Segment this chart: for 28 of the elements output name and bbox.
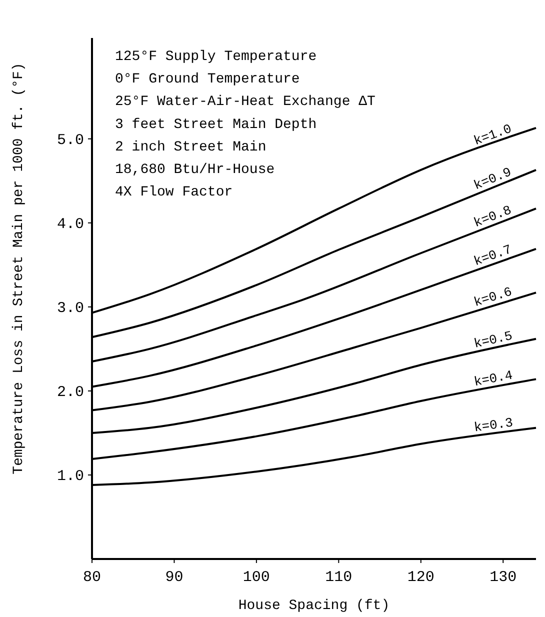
x-axis-title: House Spacing (ft) <box>238 598 390 614</box>
x-tick-label: 80 <box>82 569 102 586</box>
x-tick-label: 90 <box>165 569 184 586</box>
annotation: 2 inch Street Main <box>115 139 266 156</box>
x-tick-label: 110 <box>325 569 352 586</box>
annotation: 18,680 Btu/Hr-House <box>115 162 275 178</box>
annotation: 4X Flow Factor <box>115 184 233 201</box>
text: k=0.8 <box>472 202 514 231</box>
text: k=0.5 <box>472 328 514 352</box>
text: k=0.7 <box>472 242 514 270</box>
x-tick-label: 130 <box>490 569 517 586</box>
annotation: 125°F Supply Temperature <box>115 49 317 65</box>
y-tick-label: 3.0 <box>56 300 84 317</box>
annotation: 0°F Ground Temperature <box>115 72 300 88</box>
annotation: 3 feet Street Main Depth <box>115 116 317 133</box>
y-tick-label: 4.0 <box>56 216 84 233</box>
y-axis-title: Temperature Loss in Street Main per 1000 ft. (°F) <box>11 62 27 474</box>
x-tick-label: 120 <box>407 569 434 586</box>
y-tick-label: 2.0 <box>56 384 84 401</box>
annotation: 25°F Water-Air-Heat Exchange ΔT <box>115 94 376 110</box>
text: k=0.9 <box>472 164 514 194</box>
text: k=0.4 <box>472 368 514 390</box>
text: k=0.6 <box>472 284 514 310</box>
x-tick-label: 100 <box>242 569 270 586</box>
text: k=1.0 <box>472 121 514 149</box>
y-tick-label: 5.0 <box>56 132 84 149</box>
text: k=0.3 <box>473 415 514 436</box>
y-tick-label: 1.0 <box>56 468 84 485</box>
